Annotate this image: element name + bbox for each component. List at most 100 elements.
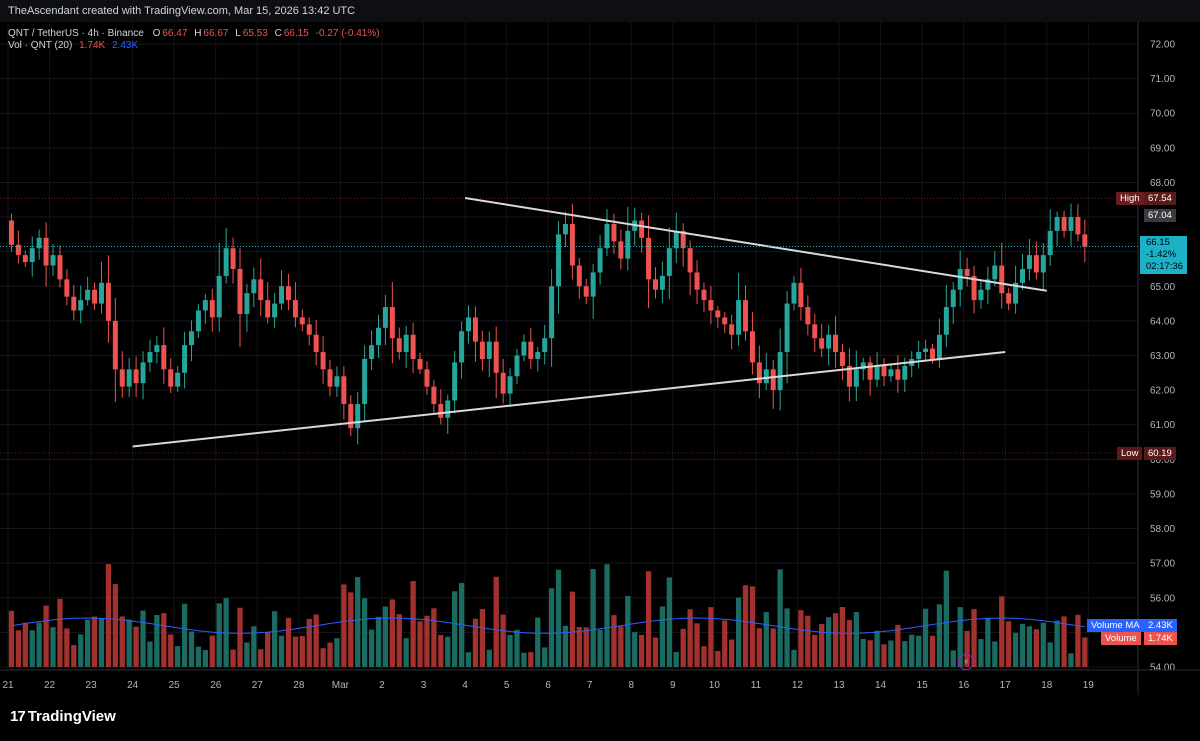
volume-bar [237, 607, 243, 667]
volume-bar [91, 616, 98, 667]
volume-bar [465, 652, 472, 667]
volume-bar [618, 626, 624, 667]
candle-body [258, 279, 264, 301]
volume-bar [78, 634, 84, 667]
candle-body [313, 334, 319, 353]
volume-bar [472, 618, 479, 667]
volume-bar [313, 614, 319, 667]
volume-bar [265, 632, 271, 667]
candlestick-chart[interactable]: 72.0071.0070.0069.0068.0067.0066.0065.00… [0, 22, 1200, 695]
time-tick-label: 27 [252, 680, 264, 691]
candle-body [375, 327, 381, 346]
high-badge-label: High [1116, 192, 1144, 205]
candle-body [902, 365, 908, 380]
volume-bar [548, 588, 555, 667]
time-tick-label: 24 [127, 680, 139, 691]
time-tick-label: 14 [875, 680, 887, 691]
chart-panel[interactable]: 72.0071.0070.0069.0068.0067.0066.0065.00… [0, 22, 1200, 695]
price-tick-label: 56.00 [1150, 593, 1175, 604]
candle-body [472, 317, 478, 342]
candle-body [673, 230, 679, 249]
trendline [464, 197, 1047, 292]
candle-body [646, 237, 652, 280]
volume-bar [978, 639, 984, 667]
volume-bar [791, 649, 797, 667]
price-tick-label: 57.00 [1150, 559, 1175, 570]
volume-bar [528, 652, 534, 667]
volume-ma-badge-value: 2.43K [1144, 619, 1177, 632]
volume-bar [777, 569, 783, 667]
volume-badge-label: Volume [1101, 632, 1141, 645]
candle-body [549, 286, 555, 339]
high-label: H [194, 28, 202, 39]
candle-body [500, 372, 506, 394]
candle-body [223, 248, 229, 276]
candle-body [694, 272, 700, 290]
candle-body [604, 223, 610, 249]
volume-bar [500, 614, 506, 667]
candle-body [78, 300, 84, 311]
time-tick-label: 15 [917, 680, 929, 691]
volume-bar [140, 610, 146, 667]
lightning-icon[interactable]: ⚡ [958, 654, 974, 670]
volume-bar [479, 609, 485, 667]
tradingview-logo[interactable]: 17 TradingView [10, 708, 116, 725]
volume-bar [888, 640, 894, 667]
volume-bar [8, 610, 15, 667]
candle-body [299, 317, 305, 325]
volume-ma-legend-value: 2.43K [111, 40, 139, 51]
volume-bar [258, 649, 264, 667]
time-tick-label: 25 [169, 680, 181, 691]
candle-body [403, 334, 409, 353]
volume-bar [687, 609, 693, 667]
time-tick-label: 21 [2, 680, 14, 691]
volume-bar [708, 607, 714, 667]
time-tick-label: 23 [86, 680, 98, 691]
credit-bar: TheAscendant created with TradingView.co… [0, 0, 1200, 22]
volume-bar [521, 652, 527, 667]
candle-body [957, 268, 963, 290]
candle-body [22, 255, 28, 263]
candle-body [971, 275, 977, 301]
candle-body [729, 324, 735, 335]
candle-body [202, 300, 208, 311]
volume-bar [507, 634, 513, 667]
volume-bar [29, 630, 35, 667]
candle-body [895, 369, 901, 380]
candle-body [126, 369, 132, 387]
volume-bar [964, 630, 970, 667]
volume-bar [639, 635, 645, 667]
candle-body [798, 282, 804, 308]
candle-body [410, 334, 416, 359]
price-marker-67: 67.04 [1144, 209, 1176, 222]
volume-bar [950, 650, 956, 667]
time-tick-label: 10 [709, 680, 721, 691]
candle-body [839, 352, 845, 366]
volume-bar [604, 564, 610, 667]
candle-body [583, 286, 589, 297]
volume-bar [902, 641, 908, 667]
candle-body [8, 220, 14, 245]
volume-bar [181, 603, 188, 667]
candle-body [43, 237, 49, 266]
price-tick-label: 63.00 [1150, 351, 1175, 362]
candle-body [195, 310, 201, 332]
candle-body [978, 289, 984, 301]
candle-body [161, 345, 167, 370]
candle-body [1082, 234, 1088, 247]
volume-bar [188, 631, 195, 667]
price-tick-label: 54.00 [1150, 663, 1175, 674]
candle-body [736, 300, 742, 335]
candle-body [85, 289, 91, 301]
candle-body [417, 358, 423, 370]
candle-body [833, 334, 839, 353]
time-tick-label: 22 [44, 680, 56, 691]
candle-body [1020, 268, 1026, 283]
candle-body [812, 324, 818, 339]
change-value: -0.27 (-0.41%) [315, 28, 380, 39]
candle-body [98, 282, 104, 304]
candle-body [445, 400, 451, 418]
candle-body [486, 341, 492, 359]
volume-bar [1006, 621, 1012, 667]
volume-bar [195, 646, 202, 667]
